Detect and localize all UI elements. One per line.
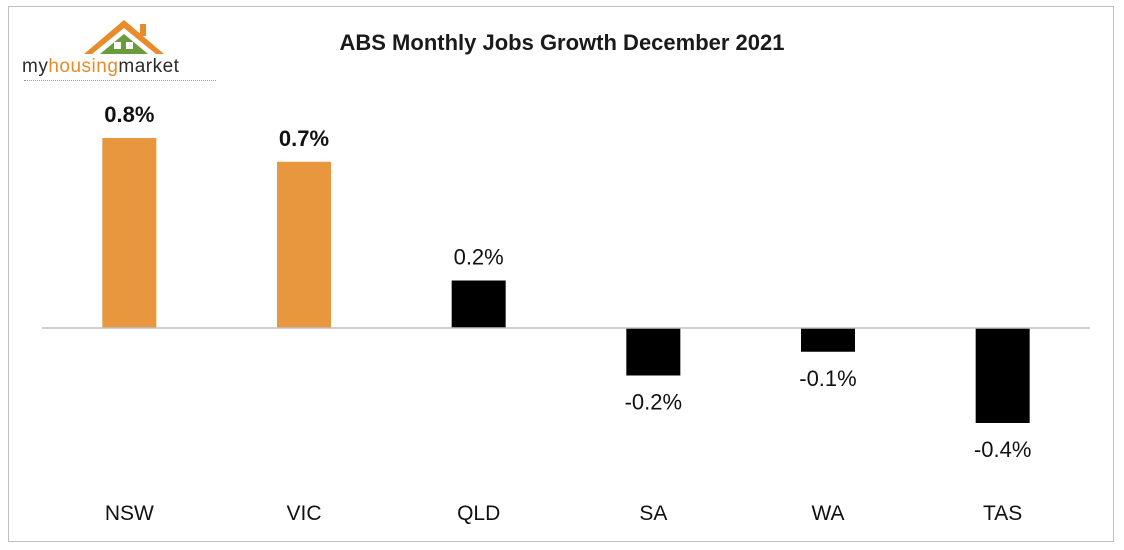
brand-logo: myhousingmarket — [22, 14, 222, 86]
bar-vic — [277, 161, 331, 328]
logo-tagline-line — [24, 80, 216, 84]
data-label-sa: -0.2% — [625, 390, 682, 415]
data-label-qld: 0.2% — [454, 245, 504, 270]
logo-wordmark: myhousingmarket — [22, 56, 180, 77]
data-label-nsw: 0.8% — [104, 102, 154, 127]
chart-frame — [8, 6, 1114, 542]
data-label-vic: 0.7% — [279, 126, 329, 151]
bar-wa — [801, 328, 855, 352]
category-label-tas: TAS — [983, 502, 1022, 525]
bar-tas — [975, 328, 1030, 423]
category-label-vic: VIC — [286, 502, 321, 525]
bar-nsw — [102, 138, 157, 328]
category-label-sa: SA — [639, 502, 667, 525]
category-label-nsw: NSW — [105, 502, 154, 525]
house-roof-icon — [84, 20, 164, 54]
bar-qld — [451, 280, 506, 328]
bar-sa — [626, 328, 681, 376]
category-label-wa: WA — [811, 502, 844, 525]
chart-title: ABS Monthly Jobs Growth December 2021 — [339, 30, 785, 55]
data-label-wa: -0.1% — [799, 366, 856, 391]
category-label-qld: QLD — [457, 502, 500, 525]
data-label-tas: -0.4% — [974, 437, 1031, 462]
